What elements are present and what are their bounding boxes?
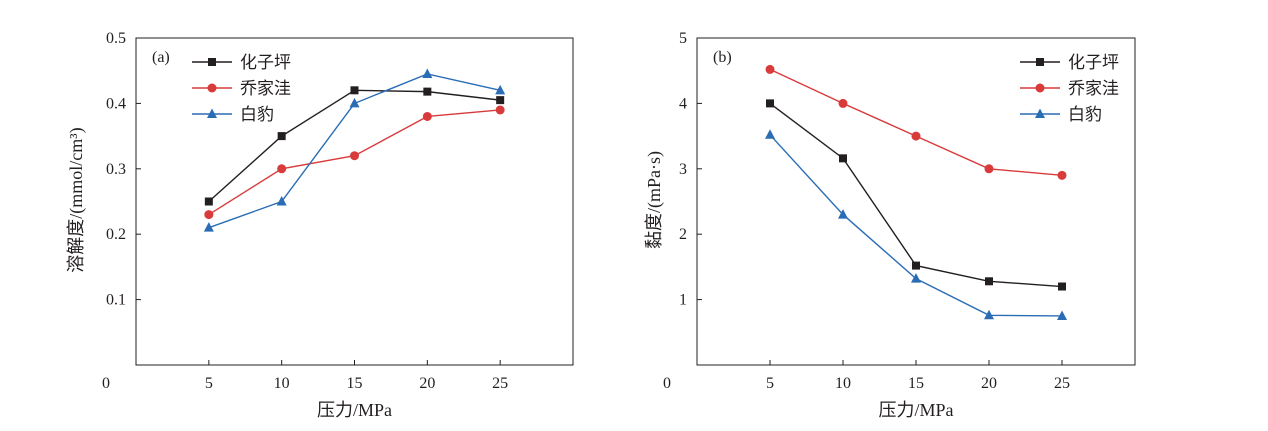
x-tick-label: 5 bbox=[205, 375, 213, 392]
x-axis-title: 压力/MPa bbox=[878, 400, 953, 420]
legend-label: 化子坪 bbox=[240, 53, 291, 72]
x-tick-label: 25 bbox=[492, 375, 508, 392]
legend-marker bbox=[208, 58, 216, 66]
data-point bbox=[277, 132, 286, 141]
data-point bbox=[766, 99, 774, 108]
data-point bbox=[911, 131, 921, 141]
x-tick-label: 5 bbox=[766, 375, 774, 392]
x-tick-label: 20 bbox=[419, 375, 435, 392]
y-tick-label: 0.1 bbox=[106, 292, 126, 309]
chart-a-solubility: 5 10 15 20 25 0.1 0.2 0.3 0.4 0.5 0 压力/MPa 溶解度/(mmol… bbox=[66, 30, 574, 420]
series-line bbox=[769, 134, 1063, 317]
y-tick-label: 2 bbox=[679, 226, 687, 243]
x-tick-label: 25 bbox=[1054, 375, 1070, 392]
legend-entry: 白豹 bbox=[192, 105, 274, 124]
data-point bbox=[1057, 310, 1067, 320]
y-tick-label: 0.5 bbox=[106, 30, 126, 47]
data-point bbox=[838, 98, 848, 108]
y-tick-label: 0.3 bbox=[106, 161, 126, 178]
data-point bbox=[495, 105, 505, 115]
origin-label: 0 bbox=[102, 375, 110, 392]
x-tick-label: 20 bbox=[981, 375, 997, 392]
legend-entry: 乔家洼 bbox=[1020, 79, 1119, 98]
y-tick-label: 4 bbox=[679, 95, 687, 112]
x-tick-label: 15 bbox=[347, 375, 363, 392]
data-point bbox=[422, 68, 433, 78]
legend-marker bbox=[1035, 108, 1045, 118]
panel-label: (a) bbox=[152, 49, 170, 66]
data-point bbox=[495, 84, 506, 95]
y-tick-label: 1 bbox=[679, 292, 687, 309]
data-point bbox=[276, 196, 287, 206]
legend-label: 乔家洼 bbox=[240, 79, 291, 98]
y-axis-title: 黏度/(mPa·s) bbox=[644, 151, 665, 249]
data-point bbox=[912, 261, 920, 270]
data-point bbox=[1057, 170, 1067, 180]
data-point bbox=[839, 154, 847, 163]
data-point bbox=[911, 273, 921, 283]
data-point bbox=[985, 277, 993, 286]
legend-entry: 白豹 bbox=[1020, 105, 1102, 124]
data-point bbox=[204, 197, 213, 206]
origin-label: 0 bbox=[663, 375, 671, 392]
legend-marker bbox=[1036, 58, 1044, 66]
data-point bbox=[349, 97, 360, 108]
legend-label: 白豹 bbox=[240, 105, 274, 124]
legend-entry: 化子坪 bbox=[192, 53, 291, 72]
data-point bbox=[203, 222, 214, 232]
data-point bbox=[350, 151, 359, 161]
data-point bbox=[984, 309, 994, 320]
legend-marker bbox=[207, 108, 217, 118]
y-tick-label: 0.2 bbox=[106, 226, 126, 243]
y-axis-title: 溶解度/(mmol/cm³) bbox=[66, 127, 87, 272]
legend-label: 白豹 bbox=[1068, 105, 1102, 124]
chart-b-viscosity: 5 10 15 20 25 1 2 3 4 5 0 压力/MPa 黏度/(mPa·s) (b) 化子坪乔家洼… bbox=[644, 30, 1136, 420]
data-point bbox=[765, 129, 775, 139]
series-line bbox=[769, 68, 1063, 177]
panel-label: (b) bbox=[713, 49, 732, 66]
data-point bbox=[838, 209, 848, 219]
series-triangle bbox=[765, 129, 1067, 320]
data-point bbox=[277, 164, 287, 174]
data-point bbox=[984, 164, 994, 174]
y-tick-label: 5 bbox=[679, 30, 687, 47]
x-tick-label: 10 bbox=[835, 375, 851, 392]
data-point bbox=[423, 87, 432, 96]
data-point bbox=[204, 210, 214, 220]
legend-entry: 乔家洼 bbox=[192, 79, 291, 98]
data-point bbox=[350, 86, 359, 95]
legend-label: 化子坪 bbox=[1068, 53, 1119, 72]
series-circle bbox=[765, 64, 1067, 180]
series-line bbox=[769, 102, 1063, 288]
data-point bbox=[1058, 282, 1066, 291]
legend-marker bbox=[1035, 83, 1045, 93]
series-triangle bbox=[203, 68, 506, 232]
legend-entry: 化子坪 bbox=[1020, 53, 1119, 72]
series-square bbox=[766, 99, 1066, 291]
y-tick-label: 0.4 bbox=[106, 95, 126, 112]
legend-label: 乔家洼 bbox=[1068, 79, 1119, 98]
x-axis-title: 压力/MPa bbox=[317, 400, 392, 420]
data-point bbox=[496, 96, 505, 105]
x-tick-label: 15 bbox=[908, 375, 924, 392]
series-square bbox=[204, 86, 505, 206]
data-point bbox=[765, 64, 775, 74]
data-point bbox=[422, 111, 432, 121]
series-circle bbox=[204, 105, 505, 220]
y-tick-label: 3 bbox=[679, 161, 687, 178]
x-tick-label: 10 bbox=[274, 375, 290, 392]
legend-marker bbox=[207, 83, 217, 93]
